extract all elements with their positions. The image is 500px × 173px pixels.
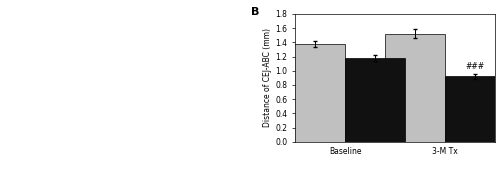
- Bar: [445, 76, 500, 142]
- Bar: [385, 34, 445, 142]
- Y-axis label: Distance of CEJ-ABC (mm): Distance of CEJ-ABC (mm): [264, 28, 272, 127]
- Text: ###: ###: [466, 62, 484, 71]
- Bar: [345, 58, 405, 142]
- Bar: [285, 44, 345, 142]
- Text: B: B: [251, 7, 260, 17]
